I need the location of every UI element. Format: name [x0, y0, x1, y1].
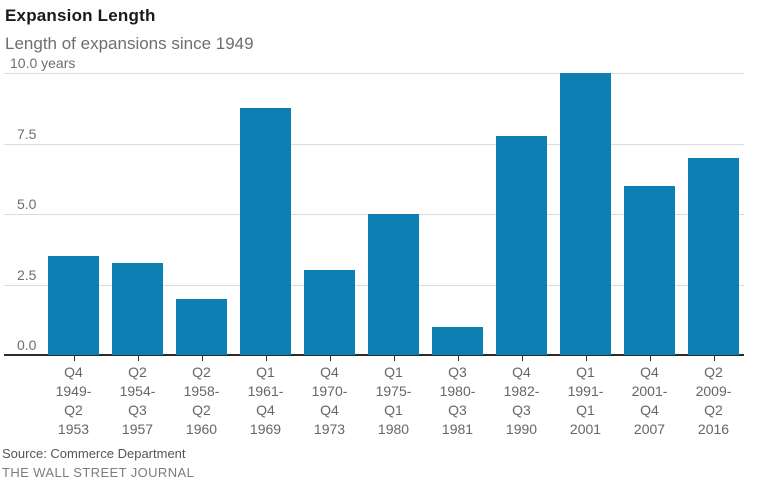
x-tick-label: Q4 1949- Q2 1953 — [55, 364, 92, 437]
y-tick-label: 7.5 — [17, 125, 37, 142]
gridline — [4, 143, 744, 145]
bar — [304, 270, 355, 355]
x-axis-tick — [713, 356, 715, 361]
x-axis-baseline — [4, 354, 744, 356]
x-axis-tick — [585, 356, 587, 361]
x-tick-label: Q3 1980- Q3 1981 — [439, 364, 476, 437]
publication-credit: THE WALL STREET JOURNAL — [2, 465, 195, 480]
x-tick-label: Q2 1954- Q3 1957 — [119, 364, 156, 437]
plot-area: 10.0 years 7.5 5.0 2.5 0.0 — [4, 55, 744, 361]
x-tick-label: Q4 2001- Q4 2007 — [631, 364, 668, 437]
chart-subtitle: Length of expansions since 1949 — [5, 34, 254, 53]
bar — [240, 108, 291, 355]
chart-title: Expansion Length — [5, 6, 156, 25]
bar — [112, 263, 163, 355]
x-tick-label: Q4 1970- Q4 1973 — [311, 364, 348, 437]
x-axis-tick — [393, 356, 395, 361]
x-axis-tick — [201, 356, 203, 361]
bar — [368, 214, 419, 355]
bar — [496, 136, 547, 355]
source-note: Source: Commerce Department — [2, 446, 186, 461]
x-axis-tick — [265, 356, 267, 361]
x-tick-label: Q1 1975- Q1 1980 — [375, 364, 412, 437]
gridline — [4, 73, 744, 74]
bar — [688, 157, 739, 355]
x-tick-label: Q4 1982- Q3 1990 — [503, 364, 540, 437]
x-tick-label: Q1 1961- Q4 1969 — [247, 364, 284, 437]
bar — [48, 256, 99, 355]
y-tick-label: 10.0 years — [10, 55, 76, 71]
x-tick-label: Q2 2009- Q2 2016 — [695, 364, 732, 437]
x-axis-tick — [137, 356, 139, 361]
x-tick-label: Q2 1958- Q2 1960 — [183, 364, 220, 437]
bar — [432, 326, 483, 355]
x-axis-tick — [649, 356, 651, 361]
y-tick-label: 5.0 — [17, 196, 37, 212]
bar — [560, 73, 611, 355]
x-axis-labels: Q4 1949- Q2 1953 Q2 1954- Q3 1957 Q2 1958-… — [4, 363, 744, 443]
x-axis-tick — [329, 356, 331, 361]
bar — [176, 298, 227, 355]
x-axis-tick — [457, 356, 459, 361]
y-tick-label: 0.0 — [17, 337, 37, 353]
y-tick-label: 2.5 — [17, 266, 37, 283]
bar — [624, 185, 675, 355]
x-axis-tick — [73, 356, 75, 361]
x-axis-tick — [521, 356, 523, 361]
x-tick-label: Q1 1991- Q1 2001 — [567, 364, 604, 437]
